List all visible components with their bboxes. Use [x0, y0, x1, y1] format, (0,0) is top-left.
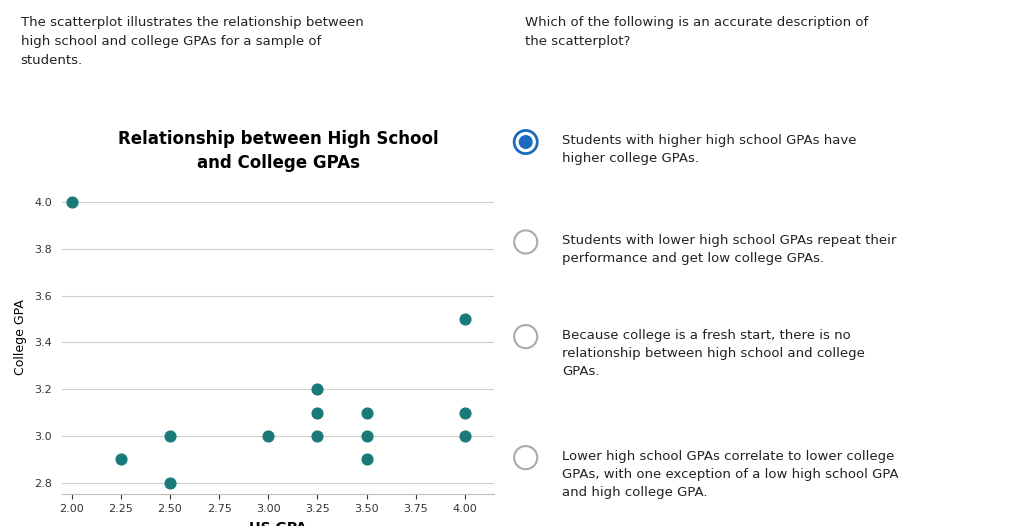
Point: [456, 315, 473, 323]
Title: Relationship between High School
and College GPAs: Relationship between High School and Col…: [117, 130, 439, 171]
Point: [309, 432, 325, 440]
Text: Lower high school GPAs correlate to lower college
GPAs, with one exception of a : Lower high school GPAs correlate to lowe…: [562, 450, 899, 499]
Text: Students with higher high school GPAs have
higher college GPAs.: Students with higher high school GPAs ha…: [562, 134, 857, 165]
Point: [358, 432, 375, 440]
Point: [456, 432, 473, 440]
Point: [260, 432, 276, 440]
Point: [309, 385, 325, 393]
Point: [162, 432, 178, 440]
Point: [64, 198, 80, 206]
Point: [456, 408, 473, 417]
Point: [358, 455, 375, 463]
Point: [112, 455, 129, 463]
Point: [162, 479, 178, 487]
Circle shape: [519, 136, 533, 148]
Text: Because college is a fresh start, there is no
relationship between high school a: Because college is a fresh start, there …: [562, 329, 865, 378]
Text: The scatterplot illustrates the relationship between
high school and college GPA: The scatterplot illustrates the relation…: [21, 16, 364, 67]
X-axis label: HS GPA: HS GPA: [249, 521, 307, 526]
Point: [358, 408, 375, 417]
Text: Which of the following is an accurate description of
the scatterplot?: Which of the following is an accurate de…: [525, 16, 868, 48]
Y-axis label: College GPA: College GPA: [14, 299, 27, 375]
Text: Students with lower high school GPAs repeat their
performance and get low colleg: Students with lower high school GPAs rep…: [562, 234, 897, 265]
Point: [309, 408, 325, 417]
